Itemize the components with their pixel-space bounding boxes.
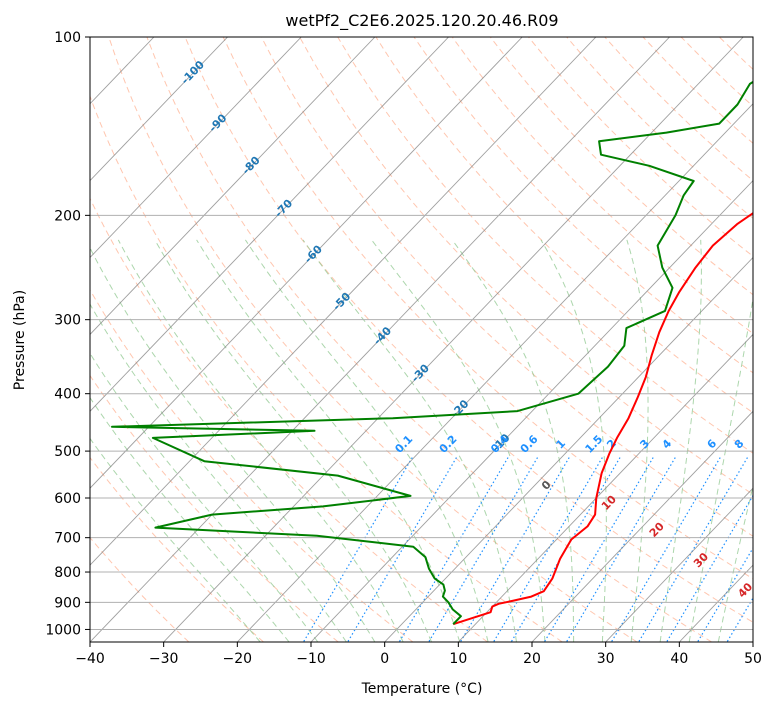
moist-adiabat-line: [659, 239, 702, 642]
mixing-ratio-line: [543, 457, 654, 642]
isotherm-line: [237, 103, 753, 642]
moist-adiabat-line: [371, 239, 546, 642]
dry-adiabat-line: [90, 94, 563, 642]
moist-adiabat-line: [90, 352, 319, 642]
moist-adiabat-line: [451, 239, 575, 642]
isotherm-line: [90, 37, 449, 412]
y-tick-label: 900: [54, 595, 81, 611]
x-tick-label: 20: [523, 651, 541, 667]
temperature-profile-line: [452, 212, 753, 626]
x-tick-label: 30: [597, 651, 615, 667]
x-tick-label: 10: [449, 651, 467, 667]
dry-adiabat-line: [146, 37, 712, 642]
plot-frame: [89, 36, 754, 643]
mixing-ratio-line: [459, 457, 570, 642]
mixing-ratio-line: [346, 457, 457, 642]
moist-adiabat-line: [117, 239, 404, 642]
y-axis-title: Pressure (hPa): [12, 290, 28, 390]
y-tick-label: 800: [54, 565, 81, 581]
dry-adiabat-line: [299, 37, 753, 495]
x-tick-label: 0: [380, 651, 389, 667]
y-tick-label: 500: [54, 444, 81, 460]
isotherms: [90, 37, 753, 642]
plot-area: -100-90-80-70-60-50-40-30-20-100.1 0.2 0.4…: [90, 37, 753, 642]
isotherm-line: [90, 37, 228, 182]
dry-adiabat-line: [90, 197, 488, 642]
mixing-ratio-line: [565, 457, 676, 642]
moist-adiabat-line: [302, 239, 517, 642]
x-tick-label: −20: [223, 651, 253, 667]
mixing-ratio-line: [610, 457, 721, 642]
sounding-series: [111, 80, 753, 626]
mixing-ratio-line: [302, 457, 413, 642]
isotherm-line: [90, 37, 376, 336]
dry-adiabat-line: [108, 37, 638, 642]
isotherm-line: [163, 37, 744, 642]
pressure-gridlines: [90, 37, 753, 630]
y-tick-label: 100: [54, 30, 81, 46]
x-axis-ticks: −40 −30 −20 −10 0 10 20 30 40 50: [75, 642, 762, 667]
dry-adiabat-line: [489, 37, 753, 296]
x-axis-title: Temperature (°C): [361, 681, 483, 697]
isotherm-line: [90, 37, 670, 642]
dry-adiabat-line: [413, 37, 753, 374]
mixing-ratio-line: [726, 596, 753, 642]
x-tick-label: 40: [670, 651, 688, 667]
dry-adiabat-line: [222, 37, 753, 580]
moist-adiabat-line: [717, 483, 753, 642]
moist-adiabat-line: [688, 295, 753, 642]
x-tick-label: −30: [149, 651, 179, 667]
mixing-ratio-line: [398, 457, 509, 642]
y-tick-label: 700: [54, 531, 81, 547]
mixing-ratio-line: [665, 494, 753, 642]
x-tick-label: −40: [75, 651, 105, 667]
dry-adiabat-line: [90, 374, 339, 642]
isotherm-line: [605, 487, 753, 642]
isotherm-line: [90, 37, 302, 259]
dry-adiabat-line: [184, 37, 753, 623]
isotherm-line: [310, 179, 753, 642]
moist-adiabat-line: [90, 246, 376, 642]
dry-adiabat-line: [337, 37, 753, 454]
y-tick-label: 300: [54, 313, 81, 329]
dry-adiabat-line: [90, 456, 264, 642]
isotherm-line: [90, 37, 523, 489]
x-tick-label: −10: [296, 651, 326, 667]
mixing-ratio-line: [696, 546, 753, 642]
isotherm-line: [384, 256, 753, 642]
dewpoint-profile-line: [111, 80, 753, 625]
y-axis-ticks: 1000 900 800 700 600 500 400 300 200 100: [45, 30, 90, 638]
moist-adiabat-line: [90, 396, 290, 642]
moist-adiabat-line: [196, 239, 461, 642]
dry-adiabat-line: [260, 37, 753, 537]
mixing-ratio-line: [427, 457, 539, 642]
dry-adiabat-line: [375, 37, 753, 414]
y-tick-label: 400: [54, 387, 81, 403]
y-tick-label: 200: [54, 208, 81, 224]
y-tick-label: 1000: [45, 622, 81, 638]
moist-adiabat-line: [90, 437, 261, 642]
isotherm-line: [90, 37, 597, 566]
y-tick-label: 600: [54, 491, 81, 507]
mixing-ratio-line: [492, 457, 603, 642]
x-tick-label: 50: [744, 651, 762, 667]
isotherm-line: [458, 333, 753, 642]
chart-title: wetPf2_C2E6.2025.120.20.46.R09: [285, 11, 558, 31]
isotherm-line: [531, 410, 753, 642]
